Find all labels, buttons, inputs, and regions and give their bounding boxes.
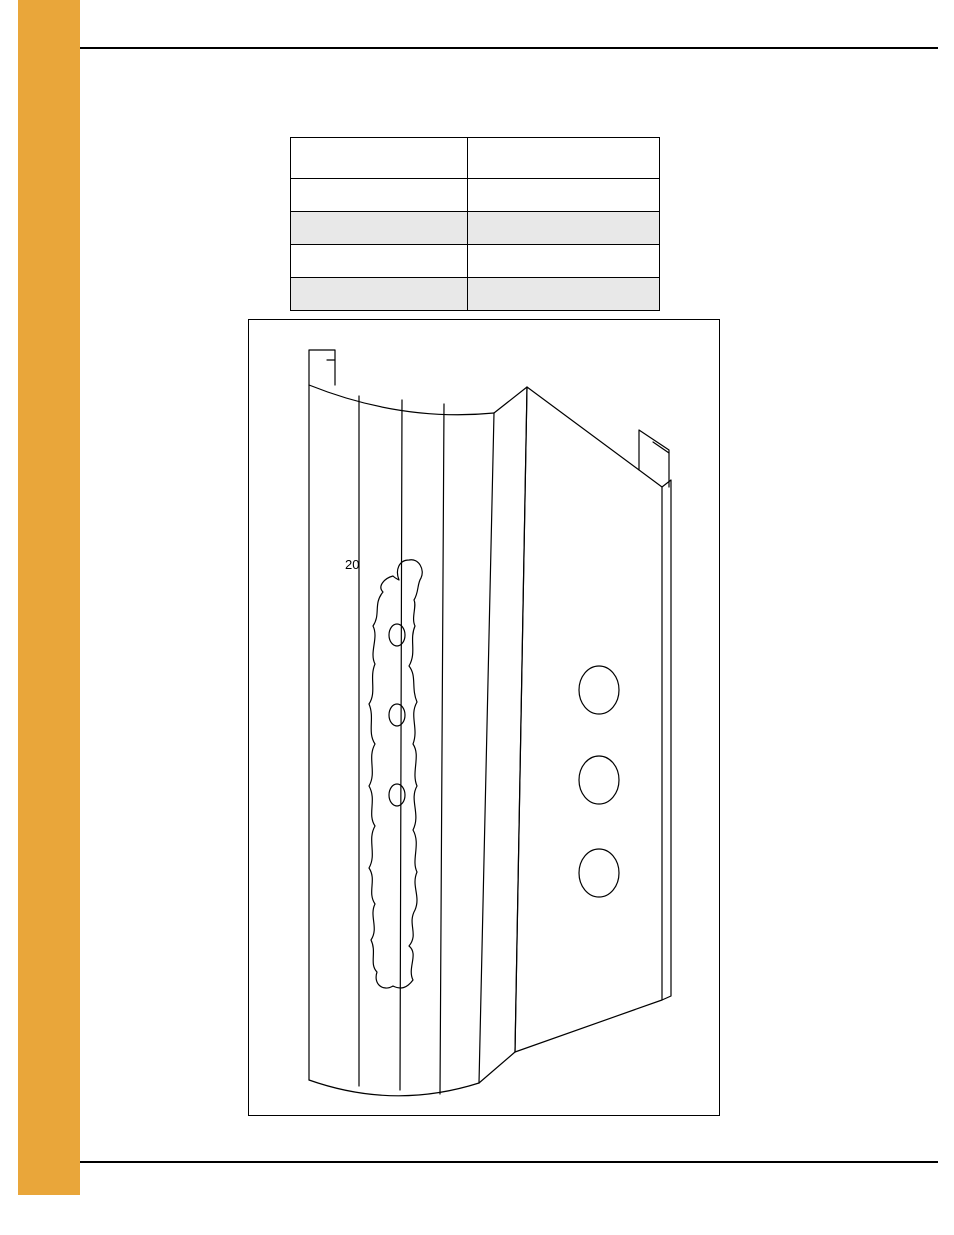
table-cell [468, 212, 660, 245]
part-label-20: 20 [345, 557, 359, 572]
table-cell [291, 212, 468, 245]
table-row [291, 138, 660, 179]
table-row [291, 245, 660, 278]
table-row [291, 179, 660, 212]
table-cell [291, 138, 468, 179]
top-rule [80, 47, 938, 49]
data-table [290, 137, 660, 311]
table-cell [468, 278, 660, 311]
table-cell [468, 138, 660, 179]
table-cell [291, 179, 468, 212]
bottom-rule [80, 1161, 938, 1163]
table-cell [468, 245, 660, 278]
table-cell [291, 278, 468, 311]
table-cell [468, 179, 660, 212]
orange-side-bar [18, 0, 80, 1195]
table-cell [291, 245, 468, 278]
table-row [291, 278, 660, 311]
part-diagram: 20 [249, 320, 719, 1115]
figure-container: 20 [248, 319, 720, 1116]
table-row [291, 212, 660, 245]
